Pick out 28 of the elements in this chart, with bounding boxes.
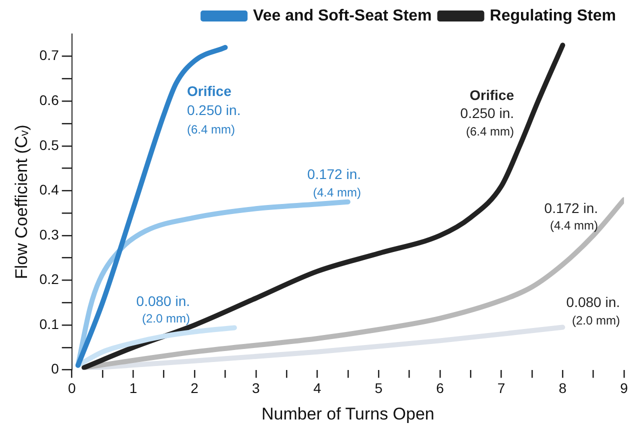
x-tick-label: 1: [129, 380, 138, 396]
y-tick-label: 0.3: [39, 226, 60, 242]
annotation: Orifice 0.250 in. (6.4 mm): [460, 86, 514, 138]
y-tick-label: 0.4: [39, 182, 60, 198]
y-tick-label: 0.6: [39, 92, 60, 108]
x-tick-label: 3: [252, 380, 260, 396]
y-tick-label: 0.1: [39, 316, 60, 332]
annotation: Orifice 0.250 in. (6.4 mm): [187, 82, 241, 136]
y-axis-title: Flow Coefficient (Cᵥ): [12, 124, 31, 280]
annotation: 0.172 in. (4.4 mm): [307, 166, 362, 200]
annotation: 0.080 in. (2.0 mm): [566, 294, 620, 328]
y-tick-label: 0.7: [39, 47, 60, 64]
x-tick-label: 9: [620, 380, 628, 396]
y-tick-label: 0: [51, 360, 60, 377]
y-tick-label: 0.5: [39, 136, 60, 153]
x-tick-label: 5: [374, 380, 383, 396]
y-tick-label: 0.2: [39, 271, 60, 288]
x-tick-label: 4: [313, 380, 322, 396]
legend-label: Regulating Stem: [490, 7, 616, 24]
annotation: 0.172 in. (4.4 mm): [544, 200, 598, 232]
legend-label: Vee and Soft-Seat Stem: [253, 7, 432, 24]
annotation: 0.080 in. (2.0 mm): [136, 292, 190, 326]
x-tick-label: 2: [190, 380, 199, 396]
x-tick-label: 8: [558, 380, 567, 396]
x-tick-label: 6: [436, 380, 444, 396]
x-tick-label: 0: [68, 380, 76, 396]
x-tick-label: 7: [497, 380, 506, 396]
x-axis-title: Number of Turns Open: [261, 404, 434, 424]
